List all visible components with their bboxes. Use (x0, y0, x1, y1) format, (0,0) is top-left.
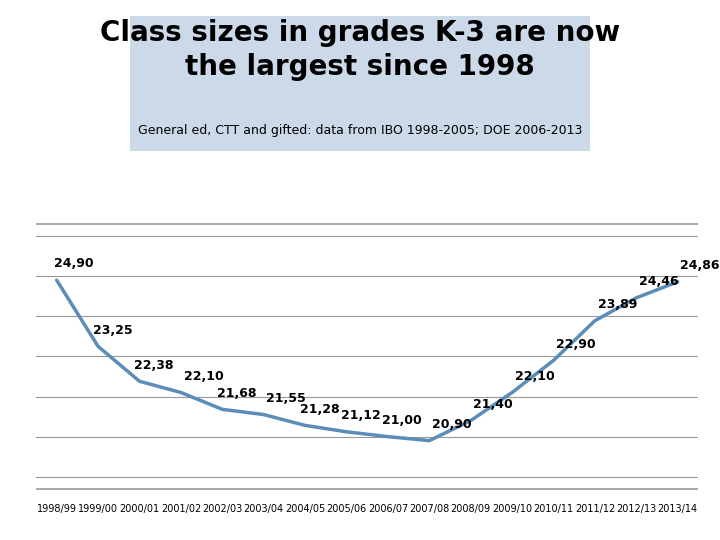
Text: 22,90: 22,90 (557, 338, 596, 350)
Text: 21,68: 21,68 (217, 387, 256, 400)
Text: 24,90: 24,90 (54, 258, 94, 271)
Text: Class sizes in grades K-3 are now
the largest since 1998: Class sizes in grades K-3 are now the la… (100, 19, 620, 81)
Text: 22,10: 22,10 (515, 370, 554, 383)
Text: 23,25: 23,25 (93, 323, 132, 336)
Text: General ed, CTT and gifted: data from IBO 1998-2005; DOE 2006-2013: General ed, CTT and gifted: data from IB… (138, 124, 582, 138)
Text: 22,10: 22,10 (184, 370, 223, 383)
Text: 24,46: 24,46 (639, 275, 679, 288)
Text: 21,28: 21,28 (300, 403, 339, 416)
Text: 21,00: 21,00 (382, 414, 422, 427)
Text: 24,86: 24,86 (680, 259, 720, 272)
Text: 22,38: 22,38 (134, 359, 174, 372)
Text: 23,89: 23,89 (598, 298, 637, 311)
Text: 21,12: 21,12 (341, 409, 381, 422)
Text: 21,40: 21,40 (474, 398, 513, 411)
Text: 20,90: 20,90 (432, 418, 472, 431)
Text: 21,55: 21,55 (266, 392, 306, 405)
